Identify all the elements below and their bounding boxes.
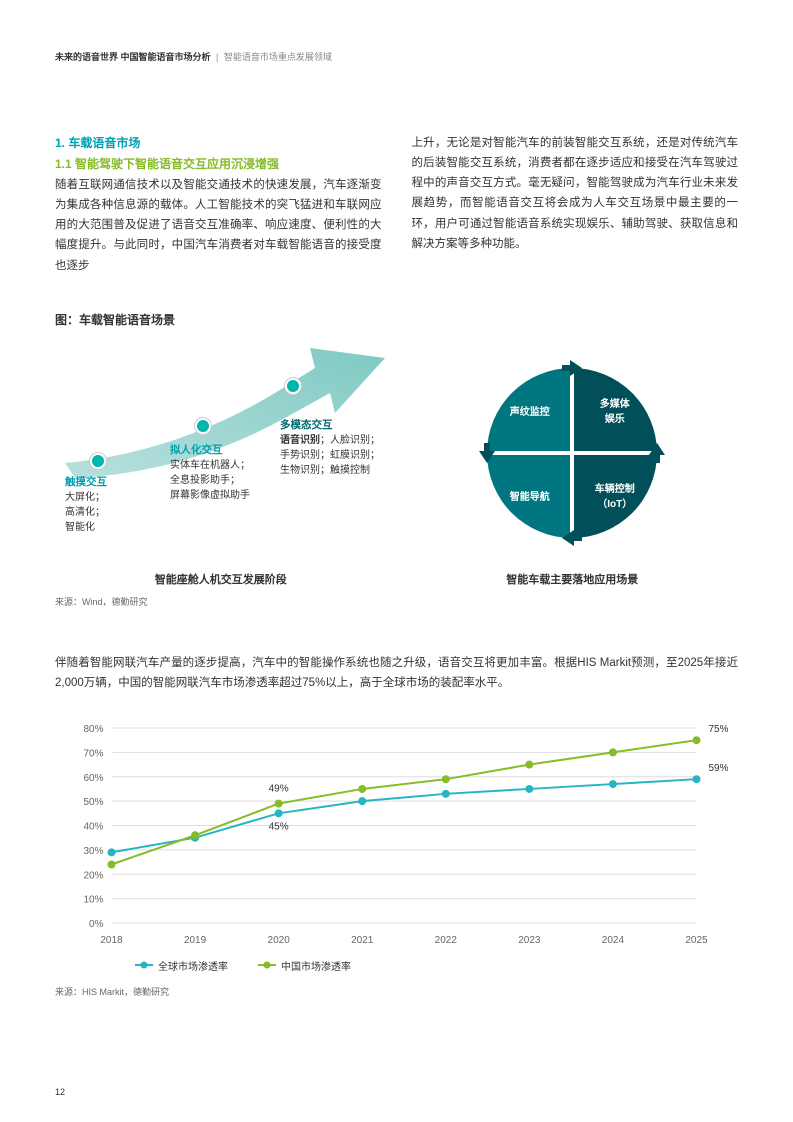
figure-source: 来源：Wind，德勤研究 (55, 595, 738, 608)
stage-dot-1 (90, 453, 106, 469)
quadrant-diagram: 声纹监控 多媒体 娱乐 智能导航 车辆控制 （IoT） (407, 343, 739, 563)
arrow-tip-top (562, 360, 582, 376)
stage-2-label: 拟人化交互 实体车在机器人； 全息投影助手； 屏幕影像虚拟助手 (170, 443, 250, 504)
svg-text:59%: 59% (709, 763, 729, 774)
svg-text:2019: 2019 (184, 935, 207, 946)
svg-text:2018: 2018 (100, 935, 123, 946)
arrow-tip-right (649, 443, 665, 463)
arrow-tip-bottom (562, 530, 582, 546)
legend-item-china: 中国市场渗透率 (258, 958, 351, 973)
caption-left: 智能座舱人机交互发展阶段 (55, 571, 387, 587)
svg-text:2023: 2023 (518, 935, 541, 946)
stage-1-label: 触摸交互 大屏化； 高清化； 智能化 (65, 475, 107, 536)
section-subtitle: 1.1 智能驾驶下智能语音交互应用沉浸增强 (55, 154, 382, 175)
header-subtitle: 智能语音市场重点发展领域 (224, 52, 332, 62)
column-left: 1. 车载语音市场 1.1 智能驾驶下智能语音交互应用沉浸增强 随着互联网通信技… (55, 133, 382, 276)
chart-legend: 全球市场渗透率 中国市场渗透率 (135, 958, 738, 973)
quad-3: 智能导航 (487, 453, 572, 538)
col1-text: 随着互联网通信技术以及智能交通技术的快速发展，汽车逐渐变为集成各种信息源的载体。… (55, 179, 382, 272)
svg-text:20%: 20% (83, 870, 103, 881)
svg-text:2025: 2025 (685, 935, 708, 946)
line-chart: 0% 10% 20% 30% 40% 50% 60% 70% 80% 2018 2019 2020 20… (65, 718, 728, 953)
arrow-tip-left (479, 443, 495, 463)
diagram-captions: 智能座舱人机交互发展阶段 智能车载主要落地应用场景 (55, 571, 738, 587)
caption-right: 智能车载主要落地应用场景 (407, 571, 739, 587)
svg-text:10%: 10% (83, 895, 103, 906)
header-sep: | (216, 52, 218, 62)
stage-dot-3 (285, 378, 301, 394)
svg-text:2020: 2020 (268, 935, 291, 946)
text-columns: 1. 车载语音市场 1.1 智能驾驶下智能语音交互应用沉浸增强 随着互联网通信技… (55, 133, 738, 276)
quad-2: 多媒体 娱乐 (572, 368, 657, 453)
svg-text:50%: 50% (83, 797, 103, 808)
svg-text:60%: 60% (83, 773, 103, 784)
svg-text:2024: 2024 (602, 935, 625, 946)
svg-text:0%: 0% (89, 919, 104, 930)
paragraph-2: 伴随着智能网联汽车产量的逐步提高，汽车中的智能操作系统也随之升级，语音交互将更加… (55, 653, 738, 693)
page-header: 未来的语音世界 中国智能语音市场分析 | 智能语音市场重点发展领域 (55, 50, 738, 63)
svg-text:2021: 2021 (351, 935, 374, 946)
svg-text:75%: 75% (709, 724, 729, 735)
page-number: 12 (55, 1087, 65, 1097)
cross-horizontal (487, 451, 657, 455)
legend-item-global: 全球市场渗透率 (135, 958, 228, 973)
chart-source: 来源：HIS Markit，德勤研究 (55, 985, 738, 998)
stage-3-label: 多模态交互 语音识别；人脸识别； 手势识别；虹膜识别； 生物识别；触摸控制 (280, 418, 400, 479)
header-title: 未来的语音世界 中国智能语音市场分析 (55, 52, 211, 62)
svg-text:30%: 30% (83, 846, 103, 857)
svg-text:80%: 80% (83, 724, 103, 735)
section-number: 1. 车载语音市场 (55, 133, 382, 154)
svg-text:2022: 2022 (435, 935, 458, 946)
quad-4: 车辆控制 （IoT） (572, 453, 657, 538)
svg-text:40%: 40% (83, 821, 103, 832)
quad-1: 声纹监控 (487, 368, 572, 453)
quadrant-circle: 声纹监控 多媒体 娱乐 智能导航 车辆控制 （IoT） (487, 368, 657, 538)
col2-text: 上升，无论是对智能汽车的前装智能交互系统，还是对传统汽车的后装智能交互系统，消费… (412, 137, 739, 250)
svg-text:70%: 70% (83, 748, 103, 759)
svg-text:49%: 49% (269, 783, 289, 794)
column-right: 上升，无论是对智能汽车的前装智能交互系统，还是对传统汽车的后装智能交互系统，消费… (412, 133, 739, 276)
svg-text:45%: 45% (269, 821, 289, 832)
stage-dot-2 (195, 418, 211, 434)
arrow-diagram: 触摸交互 大屏化； 高清化； 智能化 拟人化交互 实体车在机器人； 全息投影助手… (55, 343, 387, 563)
diagram-container: 触摸交互 大屏化； 高清化； 智能化 拟人化交互 实体车在机器人； 全息投影助手… (55, 343, 738, 563)
